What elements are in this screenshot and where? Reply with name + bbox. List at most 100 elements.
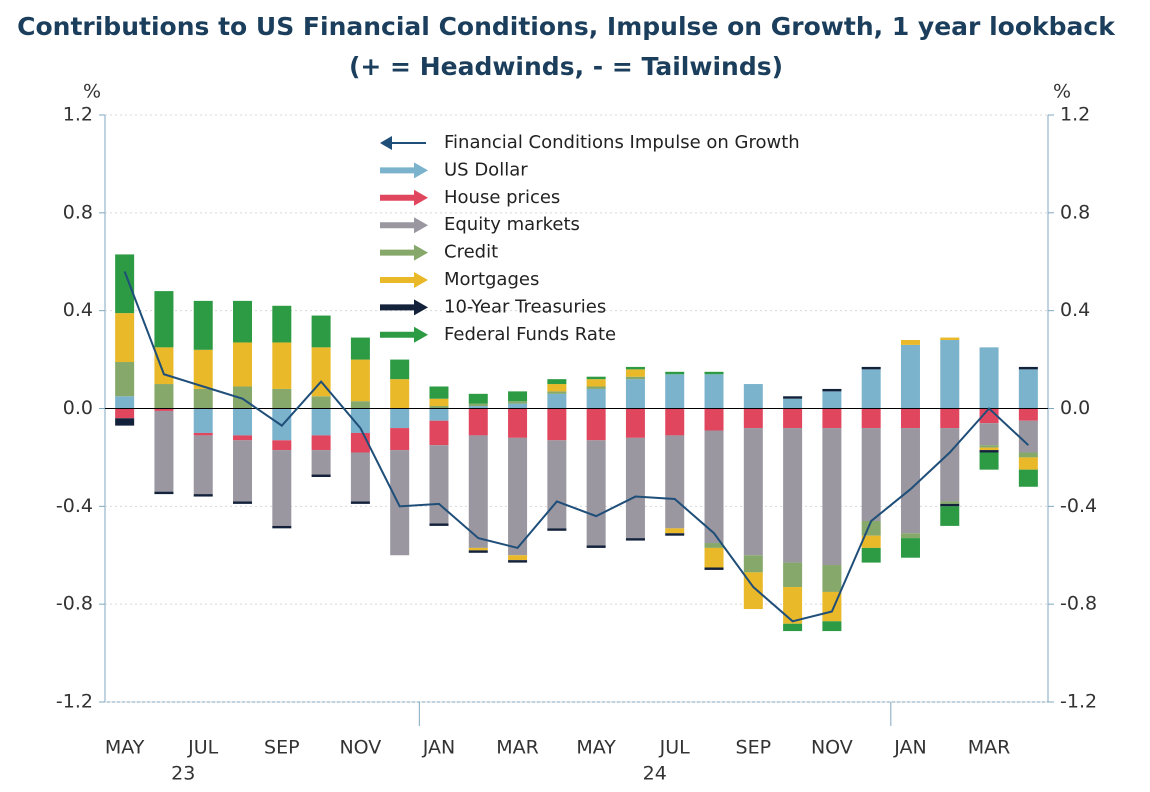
bar-segment	[704, 547, 724, 568]
bar-segment	[233, 440, 253, 502]
legend-swatch	[414, 326, 428, 343]
bar-segment	[115, 362, 135, 397]
bar-segment	[508, 391, 528, 402]
bar-segment	[193, 408, 213, 433]
bar-segment	[979, 423, 999, 446]
bar-segment	[193, 435, 213, 495]
bar-segment	[508, 403, 528, 409]
bar-segment	[940, 501, 960, 504]
x-tick-label: JUL	[187, 737, 219, 759]
legend-label: Equity markets	[444, 214, 580, 235]
bar-segment	[783, 587, 803, 624]
x-tick-label: NOV	[339, 737, 381, 759]
bar-segment	[468, 547, 488, 551]
bar-segment	[625, 538, 645, 541]
legend-label: 10-Year Treasuries	[444, 296, 606, 317]
bar-segment	[547, 393, 567, 409]
bar-segment	[822, 428, 842, 566]
bar-segment	[154, 291, 174, 348]
bar-segment	[547, 408, 567, 441]
bar-segment	[272, 440, 292, 451]
bar-segment	[508, 560, 528, 563]
bar-segment	[586, 388, 606, 409]
x-tick-label: MAR	[496, 737, 539, 759]
bar-segment	[390, 408, 410, 429]
legend-swatch	[414, 217, 428, 234]
legend-label: Financial Conditions Impulse on Growth	[444, 132, 800, 153]
legend-label: House prices	[444, 187, 560, 208]
bar-segment	[783, 562, 803, 588]
bar-segment	[900, 533, 920, 539]
bar-segment	[704, 374, 724, 409]
bar-segment	[233, 300, 253, 343]
bar-segment	[350, 501, 370, 504]
bar-segment	[468, 408, 488, 436]
bar-segment	[861, 535, 881, 548]
bar-segment	[1018, 457, 1038, 470]
bar-segment	[272, 342, 292, 389]
bar-segment	[311, 408, 331, 436]
bar-segment	[861, 366, 881, 370]
bar-segment	[115, 408, 135, 419]
bar-segment	[547, 528, 567, 531]
bar-segment	[311, 450, 331, 475]
bar-segment	[468, 393, 488, 404]
bar-segment	[1018, 408, 1038, 421]
bar-segment	[822, 621, 842, 632]
bar-segment	[940, 408, 960, 429]
bar-segment	[154, 408, 174, 411]
x-year-label: 24	[643, 763, 667, 785]
y-tick-label: -1.2	[56, 691, 93, 713]
chart-title: Contributions to US Financial Conditions…	[17, 12, 1116, 41]
legend-swatch	[414, 299, 428, 316]
y-unit: %	[83, 81, 101, 103]
bar-segment	[586, 386, 606, 389]
bar-segment	[429, 420, 449, 446]
bar-segment	[350, 359, 370, 402]
legend-swatch	[414, 162, 428, 179]
bar-segment	[468, 406, 488, 409]
bar-segment	[193, 432, 213, 436]
bar-segment	[508, 555, 528, 561]
bar-segment	[468, 403, 488, 407]
bar-segment	[783, 623, 803, 632]
bar-segment	[586, 376, 606, 380]
legend-label: US Dollar	[444, 159, 528, 180]
bar-segment	[979, 445, 999, 448]
bar-segment	[429, 398, 449, 407]
bar-segment	[940, 337, 960, 341]
bar-segment	[350, 408, 370, 433]
bar-segment	[861, 428, 881, 522]
y-tick-label: 0.4	[63, 299, 93, 321]
bar-segment	[940, 503, 960, 507]
bar-segment	[115, 418, 135, 426]
bar-segment	[704, 567, 724, 570]
y2-unit: %	[1053, 81, 1071, 103]
bar-segment	[233, 501, 253, 504]
bar-segment	[586, 440, 606, 546]
impulse-line	[123, 271, 1030, 623]
bar-segment	[233, 408, 253, 436]
bar-segment	[429, 408, 449, 421]
bar-segment	[586, 408, 606, 441]
legend-label: Mortgages	[444, 269, 539, 290]
bar-segment	[1018, 366, 1038, 370]
bar-segment	[979, 452, 999, 470]
x-tick-label: JAN	[422, 737, 455, 759]
bar-segment	[743, 384, 763, 409]
bar-segment	[154, 347, 174, 385]
bar-segment	[586, 545, 606, 548]
bar-segment	[783, 428, 803, 563]
bar-segment	[429, 445, 449, 524]
bar-segment	[900, 428, 920, 534]
bar-segment	[350, 337, 370, 360]
legend-swatch	[414, 244, 428, 261]
bar-segment	[390, 450, 410, 556]
bar-segment	[822, 388, 842, 392]
bar-segment	[625, 437, 645, 539]
bar-segment	[940, 428, 960, 502]
y2-tick-label: 0.0	[1060, 397, 1090, 419]
x-year-label: 23	[171, 763, 195, 785]
x-tick-label: JUL	[659, 737, 691, 759]
legend-label: Federal Funds Rate	[444, 324, 616, 345]
